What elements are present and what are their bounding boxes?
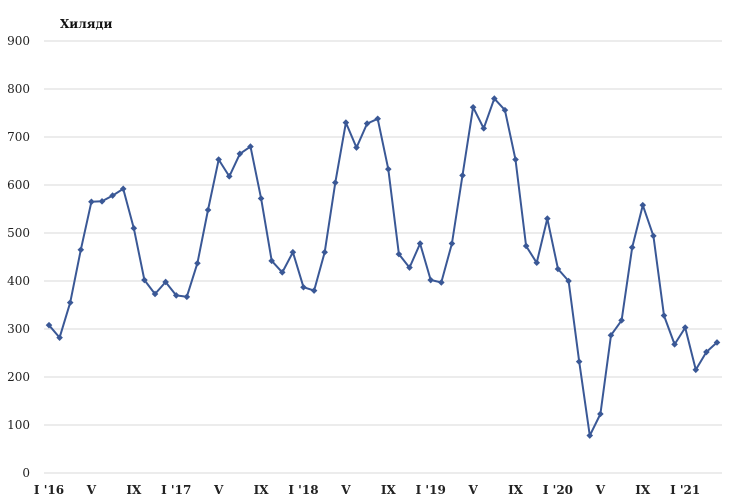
data-point <box>469 103 477 111</box>
y-tick-labels: 0 100 200 300 400 500 600 700 800 900 <box>7 34 30 480</box>
data-point <box>66 299 74 306</box>
x-tick-label: IX <box>508 483 524 497</box>
x-tick-label: V <box>86 483 97 497</box>
x-tick-label: I '19 <box>416 483 446 497</box>
y-tick-label: 100 <box>7 418 30 432</box>
series-layer <box>45 95 721 439</box>
data-point <box>459 172 466 179</box>
data-point <box>98 198 106 205</box>
data-point <box>533 259 541 267</box>
data-point <box>671 341 678 348</box>
data-point <box>448 240 456 247</box>
data-point <box>45 321 53 329</box>
data-point <box>257 195 265 202</box>
data-point <box>300 283 307 291</box>
x-tick-label: IX <box>635 483 651 497</box>
data-point <box>151 290 159 298</box>
data-point <box>56 334 63 341</box>
x-tick-label: I '16 <box>34 483 64 497</box>
data-point <box>162 278 169 286</box>
y-axis-label: Хиляди <box>60 17 113 31</box>
data-point <box>204 206 212 214</box>
data-point <box>353 144 360 151</box>
y-tick-label: 200 <box>7 370 30 384</box>
data-point <box>692 366 700 374</box>
y-tick-label: 600 <box>7 178 30 192</box>
data-point <box>141 276 148 284</box>
x-tick-label: V <box>595 483 606 497</box>
y-tick-label: 400 <box>7 274 30 288</box>
data-point <box>597 410 604 418</box>
x-tick-label: I '20 <box>543 483 573 497</box>
data-point <box>385 165 392 173</box>
data-point <box>310 287 318 294</box>
data-point <box>119 185 127 193</box>
x-tick-label: I '21 <box>670 483 700 497</box>
data-point <box>660 312 668 319</box>
data-point <box>342 119 350 126</box>
data-point <box>268 257 275 265</box>
y-tick-label: 900 <box>7 34 30 48</box>
data-point <box>427 276 435 284</box>
y-tick-label: 500 <box>7 226 30 240</box>
x-tick-label: IX <box>254 483 270 497</box>
x-tick-labels: I '16 V IX I '17 V IX I '18 V IX I '19 V IX I '20 V IX… <box>34 483 700 497</box>
data-point <box>172 292 180 299</box>
data-point <box>289 248 297 256</box>
data-point <box>480 125 488 132</box>
data-point <box>575 358 583 365</box>
x-tick-label: V <box>213 483 224 497</box>
data-point <box>130 224 138 232</box>
y-tick-label: 800 <box>7 82 30 96</box>
data-point <box>491 95 498 102</box>
data-point <box>215 156 222 163</box>
data-point <box>416 240 424 247</box>
x-tick-label: IX <box>381 483 397 497</box>
data-point <box>703 348 710 356</box>
data-point <box>586 432 594 439</box>
y-tick-label: 700 <box>7 130 30 144</box>
data-point <box>438 279 445 286</box>
data-point <box>628 244 636 251</box>
data-point <box>88 198 95 206</box>
data-point <box>395 250 403 258</box>
data-point <box>406 264 413 271</box>
data-point <box>713 339 721 346</box>
x-tick-label: V <box>340 483 351 497</box>
y-tick-label: 300 <box>7 322 30 336</box>
data-point <box>225 173 233 180</box>
data-point <box>321 248 328 256</box>
x-tick-label: I '18 <box>288 483 318 497</box>
x-tick-label: V <box>467 483 478 497</box>
data-point <box>247 143 254 150</box>
data-point <box>544 215 551 222</box>
grid-layer <box>44 40 722 474</box>
data-point <box>607 331 615 339</box>
x-tick-label: I '17 <box>161 483 191 497</box>
data-point <box>236 150 244 158</box>
data-point <box>331 179 339 186</box>
data-point <box>512 156 519 163</box>
data-point <box>554 265 562 273</box>
data-point <box>109 192 116 199</box>
data-point <box>374 115 381 123</box>
data-point <box>681 324 689 331</box>
data-point <box>650 232 657 240</box>
data-point <box>501 106 509 114</box>
data-point <box>194 259 201 267</box>
data-point <box>639 201 647 209</box>
data-point <box>618 317 625 324</box>
data-point <box>183 293 191 301</box>
x-tick-label: IX <box>126 483 142 497</box>
data-point <box>278 269 286 276</box>
series-line <box>48 97 718 437</box>
data-point <box>522 242 530 250</box>
y-tick-label: 0 <box>22 466 30 480</box>
data-point <box>363 120 371 127</box>
data-point <box>77 246 85 254</box>
data-point <box>565 277 572 285</box>
